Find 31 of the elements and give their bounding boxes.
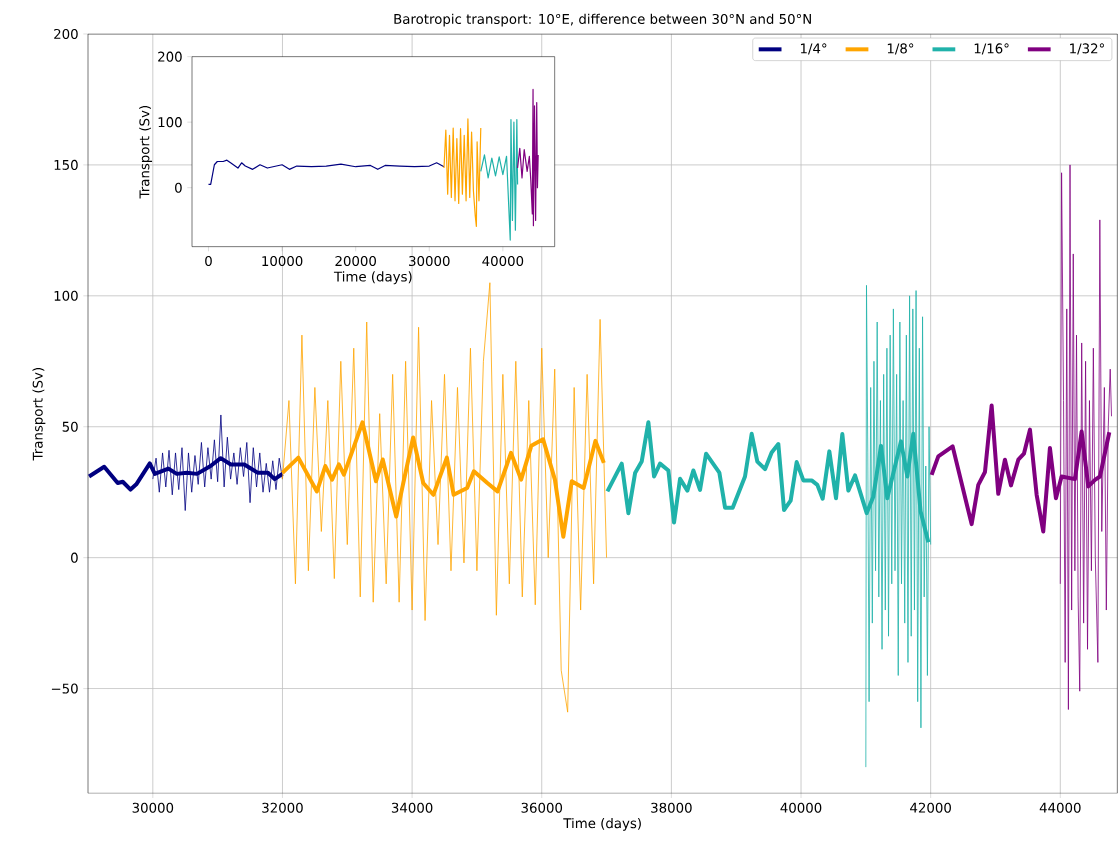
x-tick-label: 30000	[132, 802, 174, 813]
x-tick-label: 36000	[521, 802, 563, 813]
y-axis-title: Transport (Sv)	[32, 368, 46, 461]
y-tick-label: 150	[54, 159, 78, 170]
y-tick-label: 200	[158, 51, 182, 62]
y-tick-label: 0	[71, 552, 78, 563]
y-axis-title: Transport (Sv)	[139, 106, 153, 199]
x-tick-label: 20000	[335, 256, 376, 267]
x-axis-title: Time (days)	[333, 271, 412, 285]
x-tick-label: 34000	[391, 802, 433, 813]
x-tick-label: 30000	[409, 256, 450, 267]
x-tick-label: 32000	[262, 802, 303, 813]
y-tick-label: −50	[51, 683, 78, 694]
x-tick-label: 40000	[780, 802, 822, 813]
x-axis-title: Time (days)	[563, 817, 641, 831]
x-tick-label: 42000	[910, 802, 951, 813]
x-tick-label: 40000	[482, 256, 524, 267]
y-tick-label: 0	[175, 182, 182, 193]
y-tick-label: 200	[54, 28, 78, 40]
y-tick-label: 50	[62, 421, 78, 432]
chart-title: Barotropic transport: 10°E, difference between 30°N and 50°N	[394, 13, 811, 27]
legend-label: 1/32°	[1070, 43, 1104, 55]
x-tick-label: 38000	[651, 802, 692, 813]
x-tick-label: 44000	[1039, 802, 1081, 813]
legend-label: 1/4°	[800, 43, 827, 55]
x-tick-label: 0	[205, 256, 212, 267]
legend-label: 1/8°	[887, 43, 914, 55]
y-tick-label: 100	[158, 117, 182, 128]
x-tick-label: 10000	[262, 256, 303, 267]
y-tick-label: 100	[54, 290, 78, 301]
legend-label: 1/16°	[974, 43, 1009, 55]
